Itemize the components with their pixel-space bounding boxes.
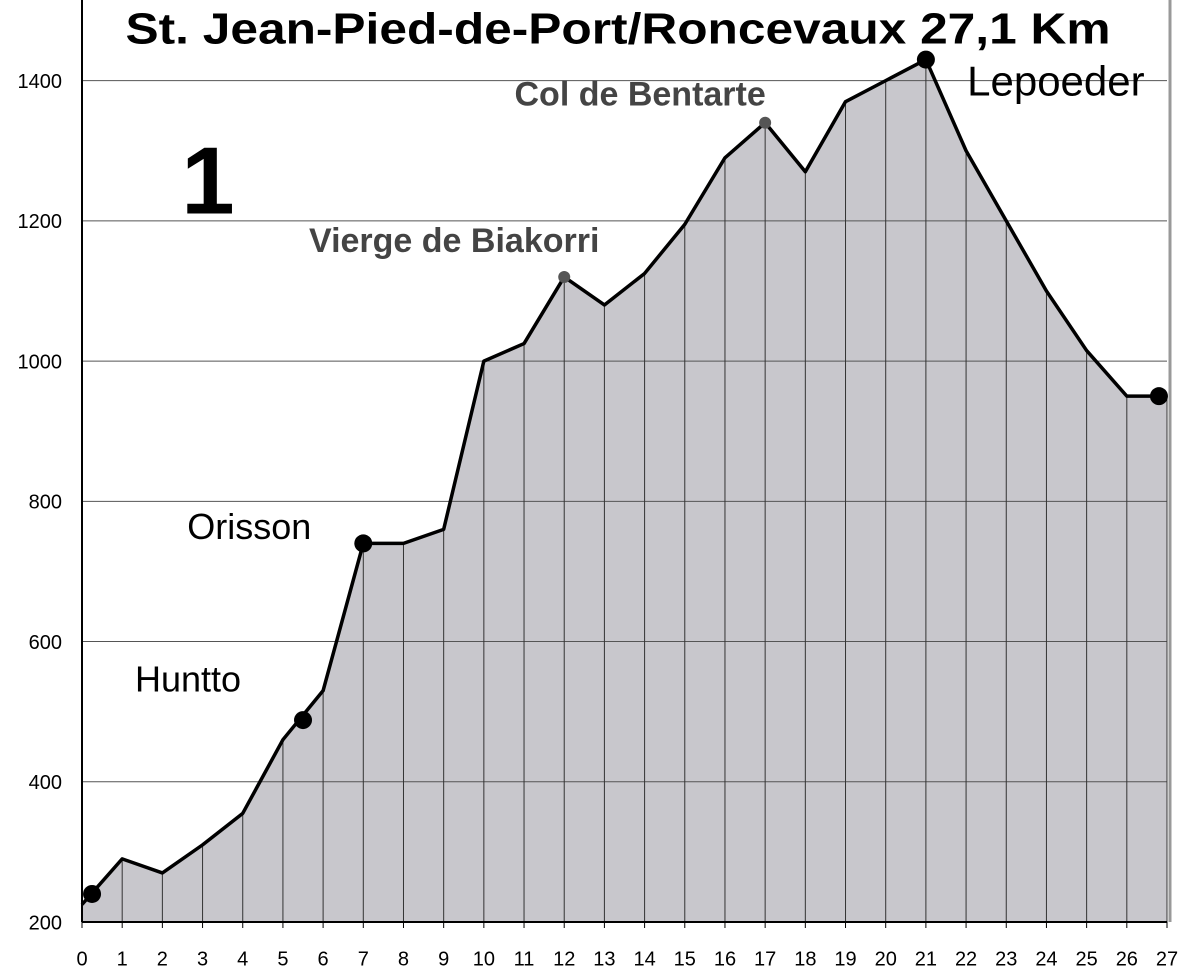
y-tick-label: 1400 [18, 71, 63, 93]
chart-title: St. Jean-Pied-de-Port/Roncevaux 27,1 Km [126, 5, 1111, 54]
stage-number: 1 [181, 127, 234, 234]
waypoint-marker [1149, 387, 1168, 406]
waypoint-label: Huntto [135, 659, 241, 700]
x-tick-label: 5 [277, 948, 288, 970]
waypoint-marker [759, 116, 772, 129]
y-tick-label: 400 [29, 772, 62, 794]
x-tick-label: 13 [593, 948, 615, 970]
x-tick-label: 20 [875, 948, 897, 970]
x-tick-label: 25 [1076, 948, 1098, 970]
waypoint-label: Col de Bentarte [515, 76, 766, 114]
waypoint-marker [558, 270, 571, 283]
x-tick-label: 27 [1156, 948, 1178, 970]
x-tick-label: 22 [955, 948, 977, 970]
x-tick-label: 8 [398, 948, 409, 970]
y-tick-label: 200 [29, 912, 62, 934]
x-tick-label: 10 [473, 948, 495, 970]
x-tick-label: 11 [514, 948, 535, 970]
x-tick-label: 9 [438, 948, 449, 970]
x-tick-label: 24 [1035, 948, 1057, 970]
x-tick-label: 16 [714, 948, 736, 970]
x-tick-label: 2 [157, 948, 168, 970]
y-tick-label: 1000 [18, 351, 63, 373]
y-tick-label: 1200 [18, 211, 63, 233]
x-tick-label: 26 [1116, 948, 1138, 970]
x-tick-label: 4 [237, 948, 248, 970]
x-tick-label: 21 [915, 948, 937, 970]
area-fill [82, 59, 1167, 922]
x-tick-label: 23 [995, 948, 1017, 970]
waypoint-marker [916, 50, 935, 69]
x-tick-label: 3 [197, 948, 208, 970]
waypoint-marker [83, 884, 102, 903]
x-tick-label: 18 [794, 948, 816, 970]
x-tick-label: 15 [674, 948, 696, 970]
y-tick-label: 600 [29, 632, 62, 654]
x-tick-label: 19 [834, 948, 856, 970]
waypoint-label: Lepoeder [967, 58, 1145, 105]
y-tick-label: 800 [29, 492, 62, 514]
x-tick-label: 1 [117, 948, 128, 970]
x-tick-label: 0 [76, 948, 87, 970]
waypoint-marker [354, 534, 373, 553]
waypoint-label: Orisson [187, 506, 311, 547]
x-tick-label: 6 [318, 948, 329, 970]
waypoint-marker [294, 711, 313, 730]
x-tick-label: 17 [754, 948, 776, 970]
x-tick-label: 14 [633, 948, 655, 970]
waypoint-label: Vierge de Biakorri [309, 222, 599, 260]
profile-line [80, 57, 1167, 906]
x-tick-label: 7 [358, 948, 369, 970]
x-tick-label: 12 [553, 948, 575, 970]
